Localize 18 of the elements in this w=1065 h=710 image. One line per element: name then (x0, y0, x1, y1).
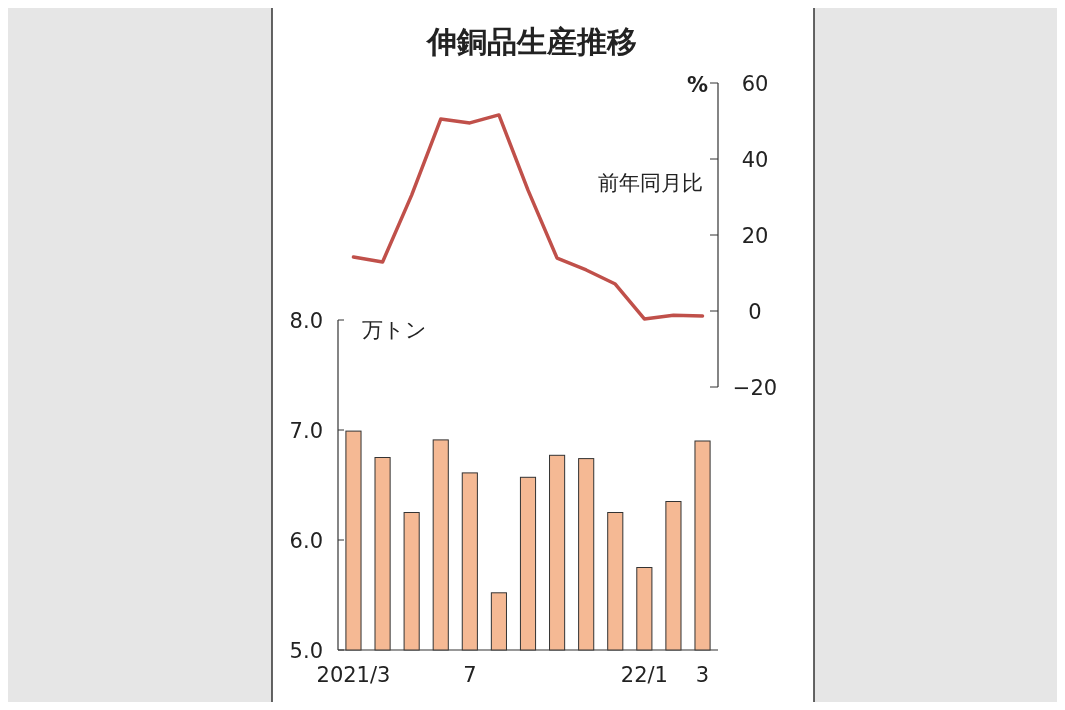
chart-title: 伸銅品生産推移 (425, 24, 637, 59)
x-tick-label: 7 (463, 663, 477, 687)
y-axis-title: % (686, 73, 708, 97)
y-tick-label: 20 (741, 224, 769, 248)
x-tick-label: 22/1 (620, 663, 668, 687)
y-tick-label: 5.0 (289, 639, 323, 663)
y-tick-label: −20 (732, 376, 778, 400)
x-tick-label: 3 (695, 663, 710, 687)
annotation: 前年同月比 (598, 171, 703, 195)
y-axis-title: 万トン (362, 318, 427, 342)
y-tick-label: 40 (741, 148, 769, 172)
y-tick-label: 6.0 (289, 529, 323, 553)
line-series (351, 113, 705, 321)
y-tick-label: 8.0 (289, 309, 323, 333)
x-tick-label: 2021/3 (316, 663, 391, 687)
y-tick-label: 60 (741, 72, 769, 96)
y-tick-label: 0 (748, 300, 762, 324)
y-tick-label: 7.0 (289, 419, 323, 443)
